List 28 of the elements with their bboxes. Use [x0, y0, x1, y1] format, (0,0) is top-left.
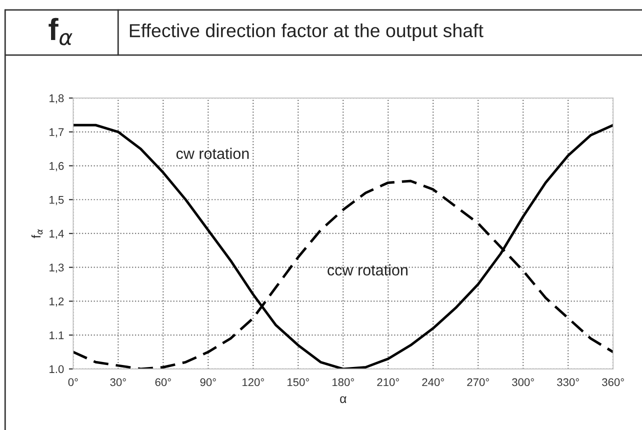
x-tick-label: 330°: [557, 378, 579, 386]
x-tick-label: 360°: [602, 378, 624, 386]
y-tick-label: 1,3: [50, 264, 64, 273]
y-tick-label: 1,5: [50, 196, 64, 206]
x-tick-label: 300°: [512, 378, 534, 386]
x-tick-label: 30°: [110, 378, 126, 386]
chart-title: Effective direction factor at the output shaft: [130, 24, 484, 41]
y-tick-label: 1,8: [50, 94, 64, 104]
y-tick-label: 1,6: [50, 162, 64, 172]
x-tick-label: 180°: [332, 378, 354, 386]
x-tick-label: 150°: [288, 378, 309, 386]
text: f$_{α}$: [48, 18, 72, 46]
y-tick-label: 1,7: [50, 128, 64, 138]
x-tick-label: 0°: [68, 378, 78, 386]
x-tick-label: 240°: [422, 378, 444, 386]
x-tick-label: 270°: [467, 378, 489, 386]
y-tick-label: 1,2: [50, 297, 64, 307]
series-label: ccw rotation: [328, 264, 408, 276]
y-tick-label: 1,4: [50, 230, 64, 239]
y-axis-title: f$_{α}$: [31, 229, 43, 238]
y-tick-label: 1.1: [50, 331, 64, 340]
x-tick-label: 60°: [155, 378, 171, 386]
x-tick-label: 210°: [377, 378, 399, 386]
series-label: cw rotation: [176, 148, 249, 160]
x-tick-label: 120°: [242, 378, 264, 386]
y-tick-label: 1.0: [50, 365, 64, 374]
x-axis-title: α: [340, 396, 346, 404]
x-tick-label: 90°: [200, 378, 216, 386]
